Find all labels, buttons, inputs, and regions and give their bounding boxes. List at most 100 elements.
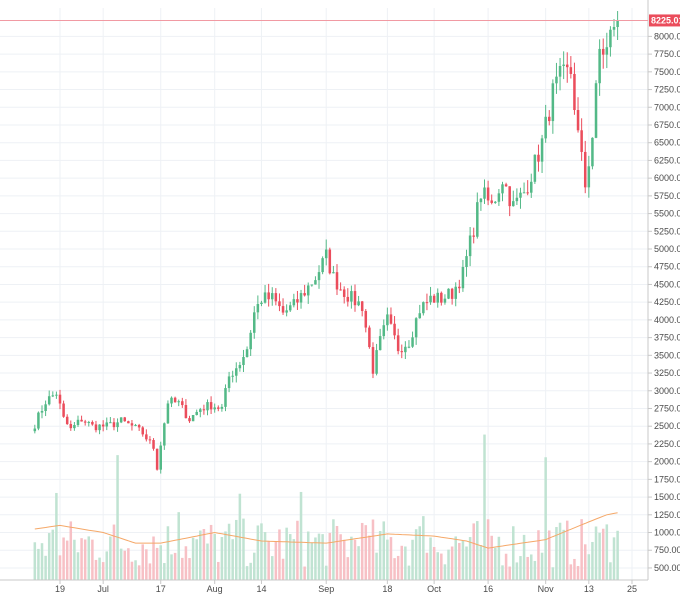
- y-tick-label: 1750.00: [654, 474, 680, 484]
- candle-body: [583, 151, 587, 188]
- candle-body: [220, 406, 224, 409]
- volume-bar: [576, 566, 580, 580]
- volume-bar: [242, 518, 245, 580]
- x-tick-label: 18: [382, 584, 392, 594]
- volume-bar: [569, 564, 573, 580]
- candle-body: [321, 258, 324, 273]
- candle-body: [285, 310, 288, 313]
- candle-body: [217, 407, 220, 409]
- candle-body: [65, 416, 69, 425]
- volume-bar: [159, 545, 162, 580]
- volume-bar: [51, 529, 55, 580]
- volume-bar: [220, 536, 224, 580]
- volume-bar: [587, 554, 591, 580]
- volume-bar: [299, 491, 303, 580]
- y-tick-label: 4750.00: [654, 262, 680, 272]
- volume-bar: [69, 521, 73, 580]
- y-tick-label: 750.00: [654, 545, 680, 555]
- volume-bar: [418, 526, 422, 580]
- volume-bar: [501, 565, 504, 580]
- candle-body: [159, 445, 162, 470]
- volume-bar: [382, 521, 386, 580]
- volume-bar: [145, 549, 148, 580]
- volume-bar: [249, 562, 252, 580]
- volume-bar: [454, 536, 457, 580]
- volume-bar: [429, 537, 432, 580]
- volume-bar: [350, 536, 353, 580]
- candle-body: [346, 296, 350, 302]
- candle-body: [209, 402, 213, 410]
- candle-body: [109, 422, 112, 424]
- candle-body: [206, 402, 209, 411]
- candle-body: [55, 394, 58, 396]
- volume-bar: [235, 519, 238, 580]
- candle-body: [540, 138, 544, 162]
- candle-body: [288, 305, 292, 311]
- volume-bar: [109, 536, 112, 580]
- volume-bar: [490, 535, 493, 580]
- candle-body: [62, 403, 65, 417]
- volume-bar: [281, 558, 285, 580]
- volume-bar: [565, 520, 569, 580]
- candle-body: [224, 388, 227, 407]
- y-tick-label: 6000.00: [654, 173, 680, 183]
- x-tick-label: Jul: [97, 584, 109, 594]
- candle-body: [37, 412, 40, 429]
- price-candles: [33, 11, 619, 474]
- candle-body: [436, 292, 439, 303]
- volume-bar: [321, 534, 324, 580]
- volume-bar: [533, 560, 537, 580]
- candle-body: [407, 346, 411, 348]
- y-tick-label: 3500.00: [654, 350, 680, 360]
- volume-bar: [292, 539, 296, 580]
- volume-bar: [73, 539, 76, 580]
- y-tick-label: 5500.00: [654, 209, 680, 219]
- y-tick-label: 3750.00: [654, 333, 680, 343]
- volume-bar: [231, 539, 234, 580]
- volume-bar: [202, 529, 206, 580]
- volume-bar: [447, 549, 450, 580]
- volume-bar: [494, 547, 497, 580]
- candle-body: [598, 48, 601, 84]
- volume-bar: [310, 542, 314, 580]
- candle-body: [450, 288, 454, 299]
- volume-bar: [396, 555, 400, 580]
- y-tick-label: 5750.00: [654, 191, 680, 201]
- volume-bar: [58, 555, 62, 580]
- last-price-tag: 8225.01: [0, 14, 680, 27]
- y-tick-label: 5000.00: [654, 244, 680, 254]
- volume-bar: [152, 536, 155, 580]
- volume-bar: [314, 537, 317, 580]
- candle-body: [274, 293, 278, 302]
- volume-bar: [360, 522, 364, 580]
- y-tick-label: 5250.00: [654, 226, 680, 236]
- volume-bar: [335, 525, 339, 580]
- volume-bar: [195, 539, 198, 580]
- candle-body: [177, 401, 180, 403]
- volume-bar: [371, 519, 375, 580]
- candle-body: [231, 375, 234, 377]
- candle-body: [544, 116, 547, 139]
- volume-bar: [540, 552, 544, 580]
- volume-bar: [177, 512, 180, 580]
- volume-bar: [580, 519, 583, 580]
- candle-body: [447, 288, 450, 299]
- volume-bar: [65, 540, 69, 580]
- candle-body: [605, 47, 609, 55]
- volume-bar: [612, 537, 616, 580]
- volume-bar: [148, 563, 152, 580]
- candle-body: [152, 440, 155, 449]
- candle-body: [270, 293, 274, 300]
- volume-bar: [551, 567, 555, 580]
- volume-bar: [443, 564, 447, 580]
- volume-bar: [353, 539, 357, 580]
- volume-bar: [213, 533, 216, 580]
- candle-body: [429, 295, 432, 303]
- candle-body: [163, 423, 166, 446]
- candle-body: [432, 295, 436, 303]
- y-tick-label: 1250.00: [654, 510, 680, 520]
- volume-bar: [245, 566, 249, 580]
- candle-body: [80, 419, 83, 422]
- candle-body: [378, 336, 382, 351]
- volume-bar: [173, 552, 177, 580]
